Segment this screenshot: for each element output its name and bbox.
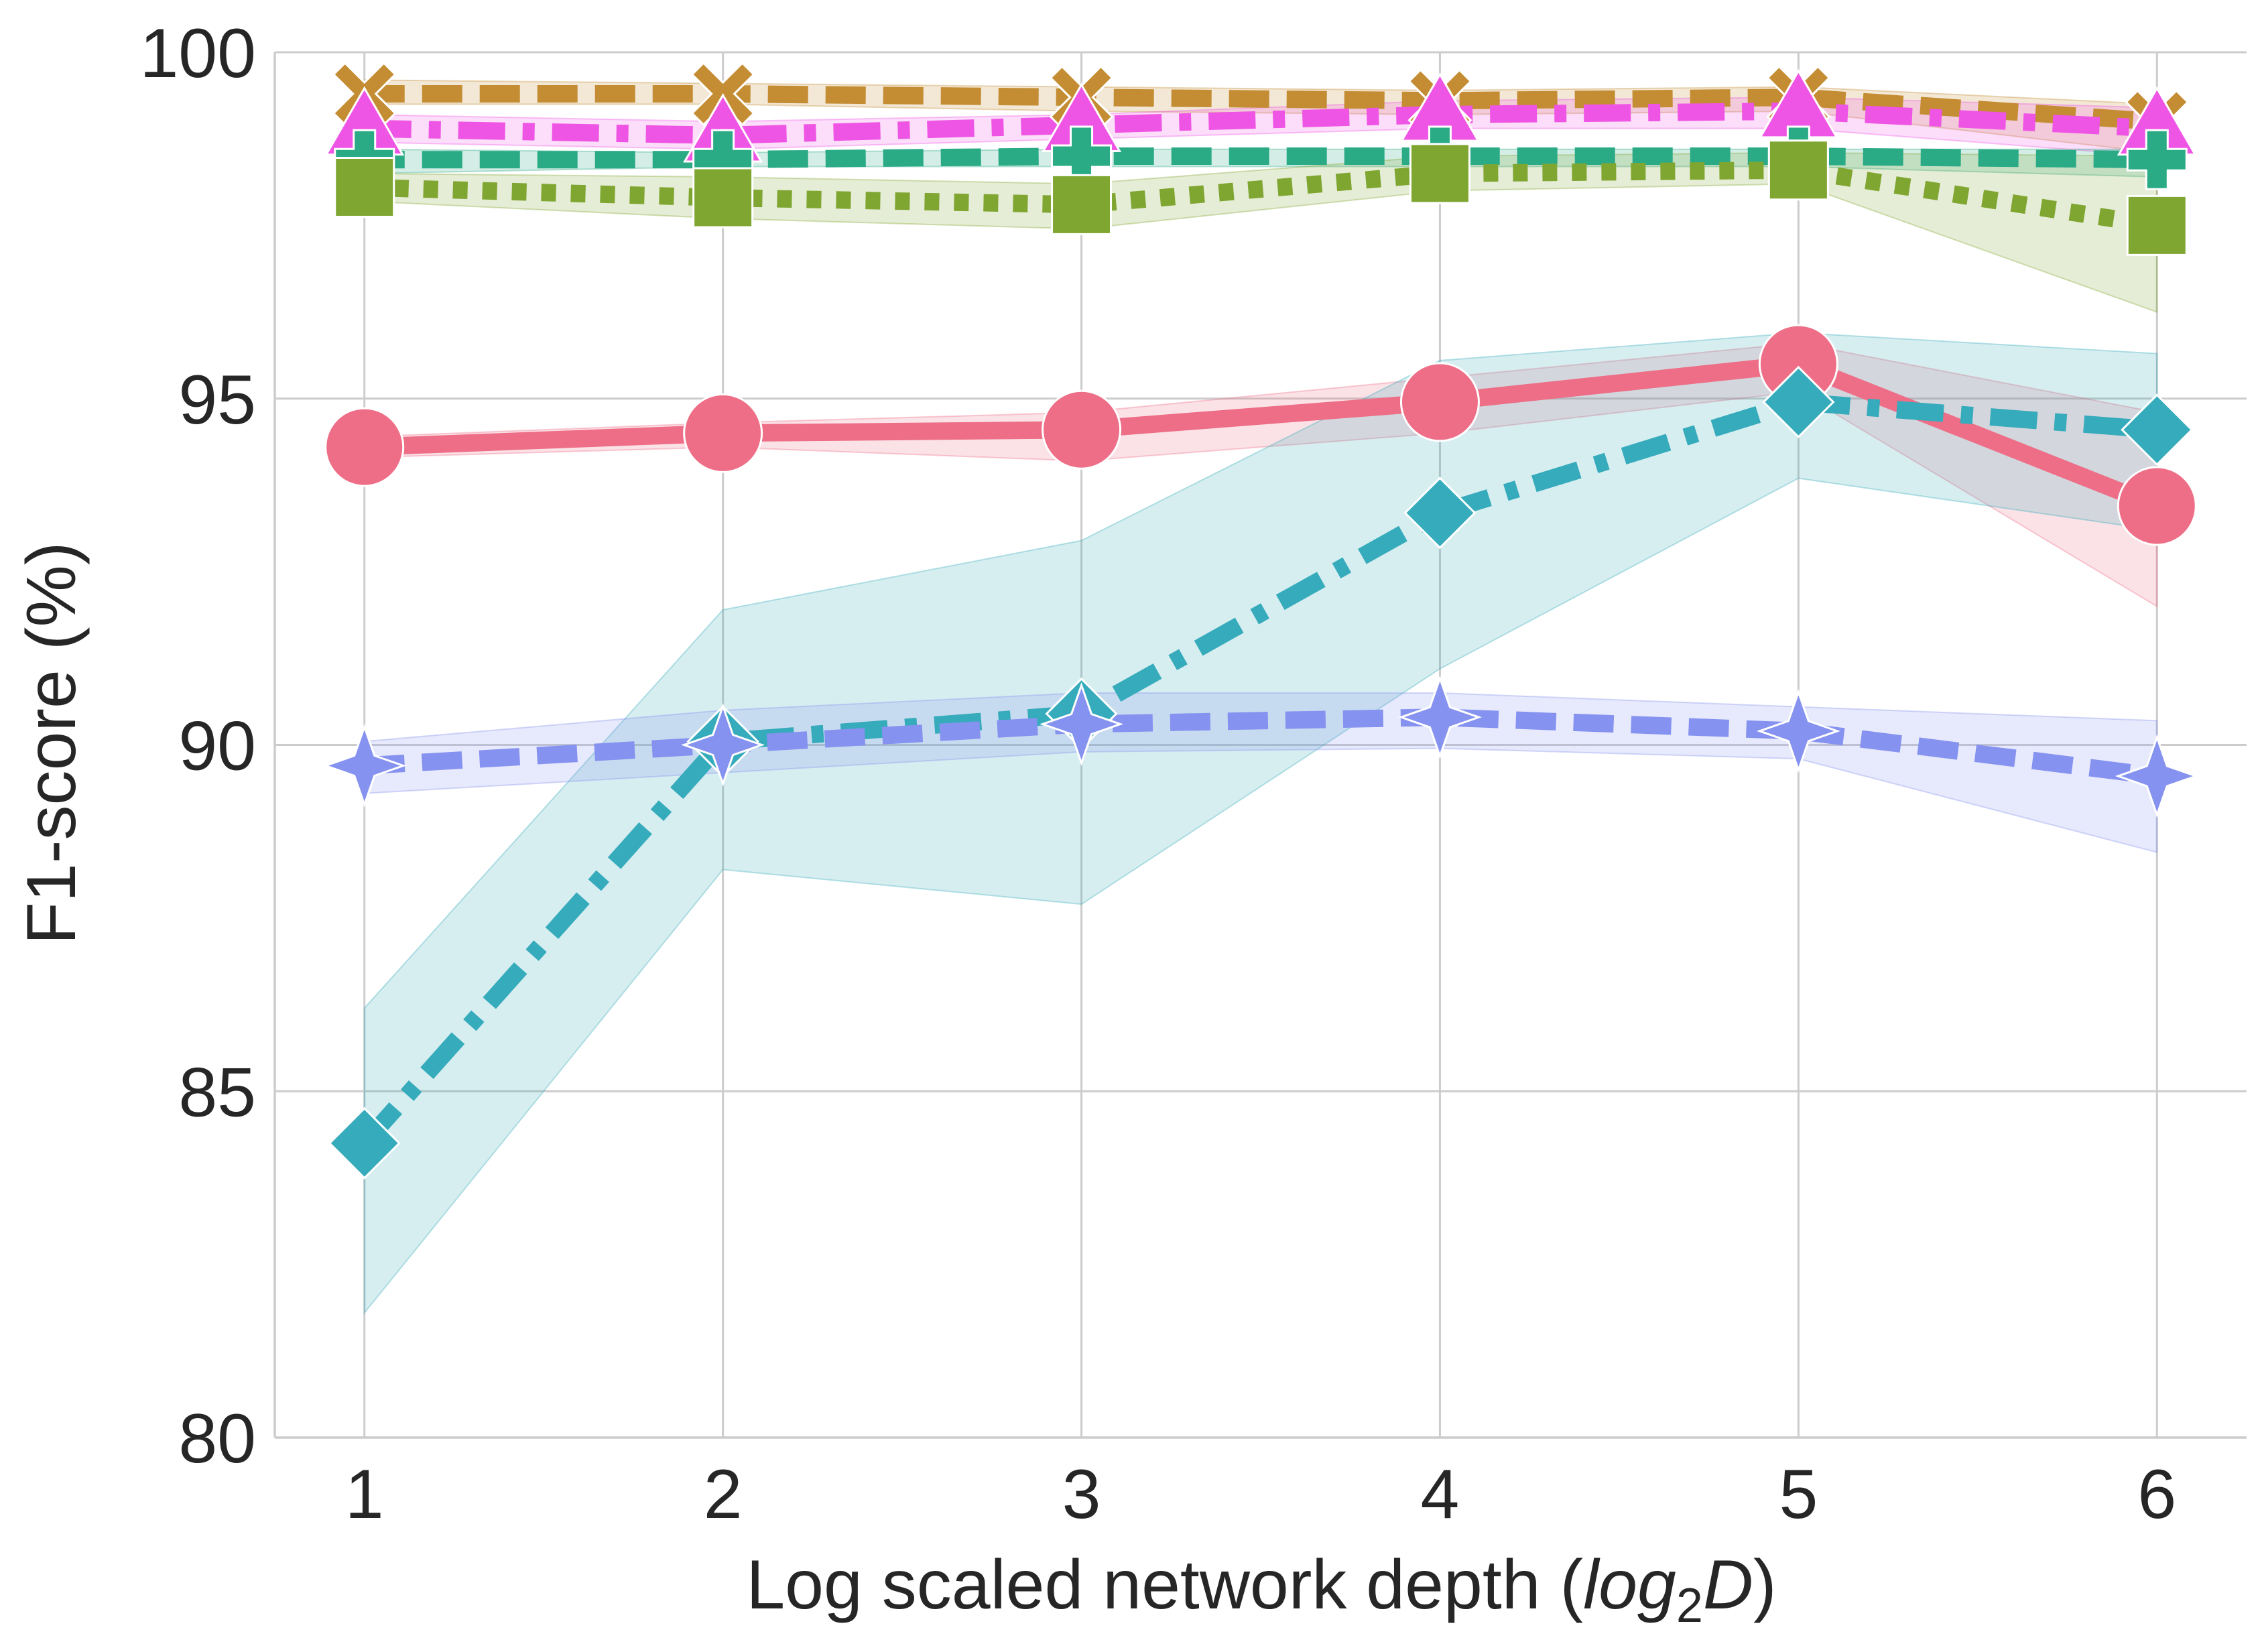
series-1-line (364, 355, 2161, 515)
y-tick-label-80: 80 (178, 1400, 256, 1478)
series-5-line (364, 102, 2157, 145)
x-axis-label-subscript: 2 (1676, 1579, 1703, 1633)
series-2-point-4 (1403, 476, 1477, 550)
series-3-point-5 (1756, 689, 1840, 773)
series-3-line (363, 708, 2158, 785)
series-7-point-2 (692, 167, 754, 229)
y-axis-label: F1-score (%) (13, 542, 90, 945)
x-axis-label-math: log (1583, 1546, 1676, 1624)
series-7-point-6 (2126, 194, 2188, 256)
series-1-point-1 (324, 407, 405, 487)
y-tick-label-100: 100 (139, 15, 256, 92)
x-axis-label-close: ) (1753, 1546, 1777, 1624)
y-tick-label-95: 95 (178, 361, 256, 439)
series-2-point-1 (328, 1106, 401, 1180)
x-axis-label: Log scaled network depth (log2D) (746, 1546, 1776, 1633)
series-7-point-3 (1051, 174, 1113, 235)
series-6-line (364, 147, 2157, 169)
series-4-line (364, 85, 2158, 131)
series-3-point-1 (322, 723, 407, 808)
x-axis-label-text: Log scaled network depth ( (746, 1546, 1583, 1624)
x-tick-label-1: 1 (345, 1456, 384, 1533)
series-3-point-6 (2115, 734, 2199, 818)
series-2-point-6 (2121, 393, 2194, 466)
series-1-point-6 (2117, 466, 2197, 546)
axes: 1 2 3 4 5 6 80 85 90 95 100 (139, 15, 2247, 1533)
x-tick-label-6: 6 (2137, 1456, 2176, 1533)
series-7-point-4 (1409, 143, 1470, 204)
x-tick-label-2: 2 (704, 1456, 743, 1533)
series-6-point-6 (2126, 129, 2188, 190)
series-lines (358, 85, 2161, 1149)
series-3-point-4 (1397, 675, 1483, 759)
y-tick-label-90: 90 (178, 708, 256, 785)
x-tick-label-4: 4 (1421, 1456, 1460, 1533)
series-1-point-4 (1399, 362, 1480, 442)
x-tick-label-5: 5 (1779, 1456, 1818, 1533)
x-axis-label-variable: D (1703, 1546, 1753, 1624)
series-markers (322, 61, 2199, 1180)
series-2-line (358, 393, 2158, 1149)
axis-labels: F1-score (%) Log scaled network depth (l… (13, 542, 1777, 1633)
series-3-point-2 (681, 702, 765, 787)
series-7-line (364, 161, 2159, 235)
y-tick-label-85: 85 (178, 1054, 256, 1131)
x-tick-label-3: 3 (1062, 1456, 1101, 1533)
series-7-point-1 (334, 157, 395, 218)
series-2-point-5 (1762, 365, 1835, 439)
series-3-point-3 (1039, 682, 1124, 767)
series-7-point-5 (1767, 139, 1829, 201)
series-1-point-2 (683, 393, 763, 473)
series-1-point-3 (1042, 389, 1122, 470)
